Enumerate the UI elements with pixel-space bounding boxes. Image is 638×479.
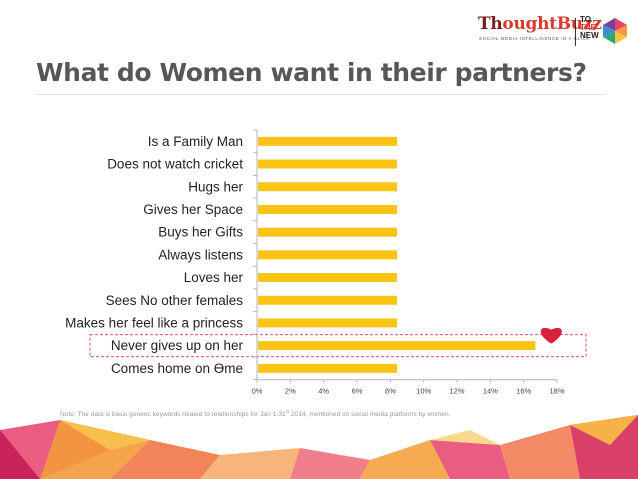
highlight-box	[89, 334, 587, 358]
bar	[258, 136, 397, 146]
category-label: Never gives up on her	[111, 338, 244, 353]
logo-divider	[575, 18, 576, 46]
bar	[258, 273, 397, 283]
x-tick-label: 8%	[385, 387, 396, 396]
x-tick-label: 4%	[318, 387, 329, 396]
x-tick-label: 6%	[352, 387, 363, 396]
partner-line-1: TO	[580, 15, 591, 24]
logo-tagline: SOCIAL MEDIA INTELLIGENCE IN A CLICK	[479, 36, 590, 41]
category-label: Comes home on Ɵme	[111, 361, 243, 376]
category-label: Makes her feel like a princess	[65, 315, 243, 330]
category-label: Is a Family Man	[148, 134, 243, 149]
category-label: Does not watch cricket	[107, 157, 243, 172]
logo-wordmark: ThoughtBuzz	[478, 14, 602, 34]
x-tick-label: 12%	[449, 387, 464, 396]
bar	[258, 182, 397, 192]
bar	[258, 159, 397, 169]
x-tick-label: 16%	[516, 387, 531, 396]
bar	[258, 363, 397, 373]
note-text-end: 2014, mentioned on social media platform…	[289, 411, 451, 419]
title-divider	[36, 94, 606, 95]
bar	[258, 295, 397, 305]
category-label: Buys her Gifts	[158, 225, 243, 240]
category-label: Hugs her	[188, 179, 243, 194]
x-tick-label: 10%	[416, 387, 431, 396]
category-label: Always listens	[158, 247, 243, 262]
data-note: Note: The data is basis generic keywords…	[60, 409, 450, 418]
bar	[258, 250, 397, 260]
partner-gem-icon	[603, 18, 627, 44]
x-tick-label: 2%	[285, 387, 296, 396]
partner-logo-text: TO THE NEW	[580, 16, 599, 40]
category-label: Sees No other females	[106, 293, 244, 308]
logo-wordmark-part1: Th	[478, 14, 503, 34]
bar	[258, 318, 397, 328]
x-tick-label: 18%	[549, 387, 564, 396]
x-tick-label: 0%	[252, 387, 263, 396]
note-text: Note: The data is basis generic keywords…	[60, 411, 286, 419]
x-tick-label: 14%	[483, 387, 498, 396]
page-title: What do Women want in their partners?	[36, 58, 587, 87]
thoughtbuzz-logo: ThoughtBuzz SOCIAL MEDIA INTELLIGENCE IN…	[478, 12, 628, 52]
bar	[258, 204, 397, 214]
partner-line-2: THE	[580, 23, 596, 32]
category-label: Gives her Space	[143, 202, 243, 217]
logo-wordmark-part2: oughtBuzz	[502, 14, 602, 34]
bar	[258, 341, 536, 351]
note-superscript: st	[285, 409, 290, 414]
heart-icon	[540, 327, 562, 344]
category-label: Loves her	[184, 270, 244, 285]
bar	[258, 227, 397, 237]
partner-line-3: NEW	[580, 31, 599, 40]
